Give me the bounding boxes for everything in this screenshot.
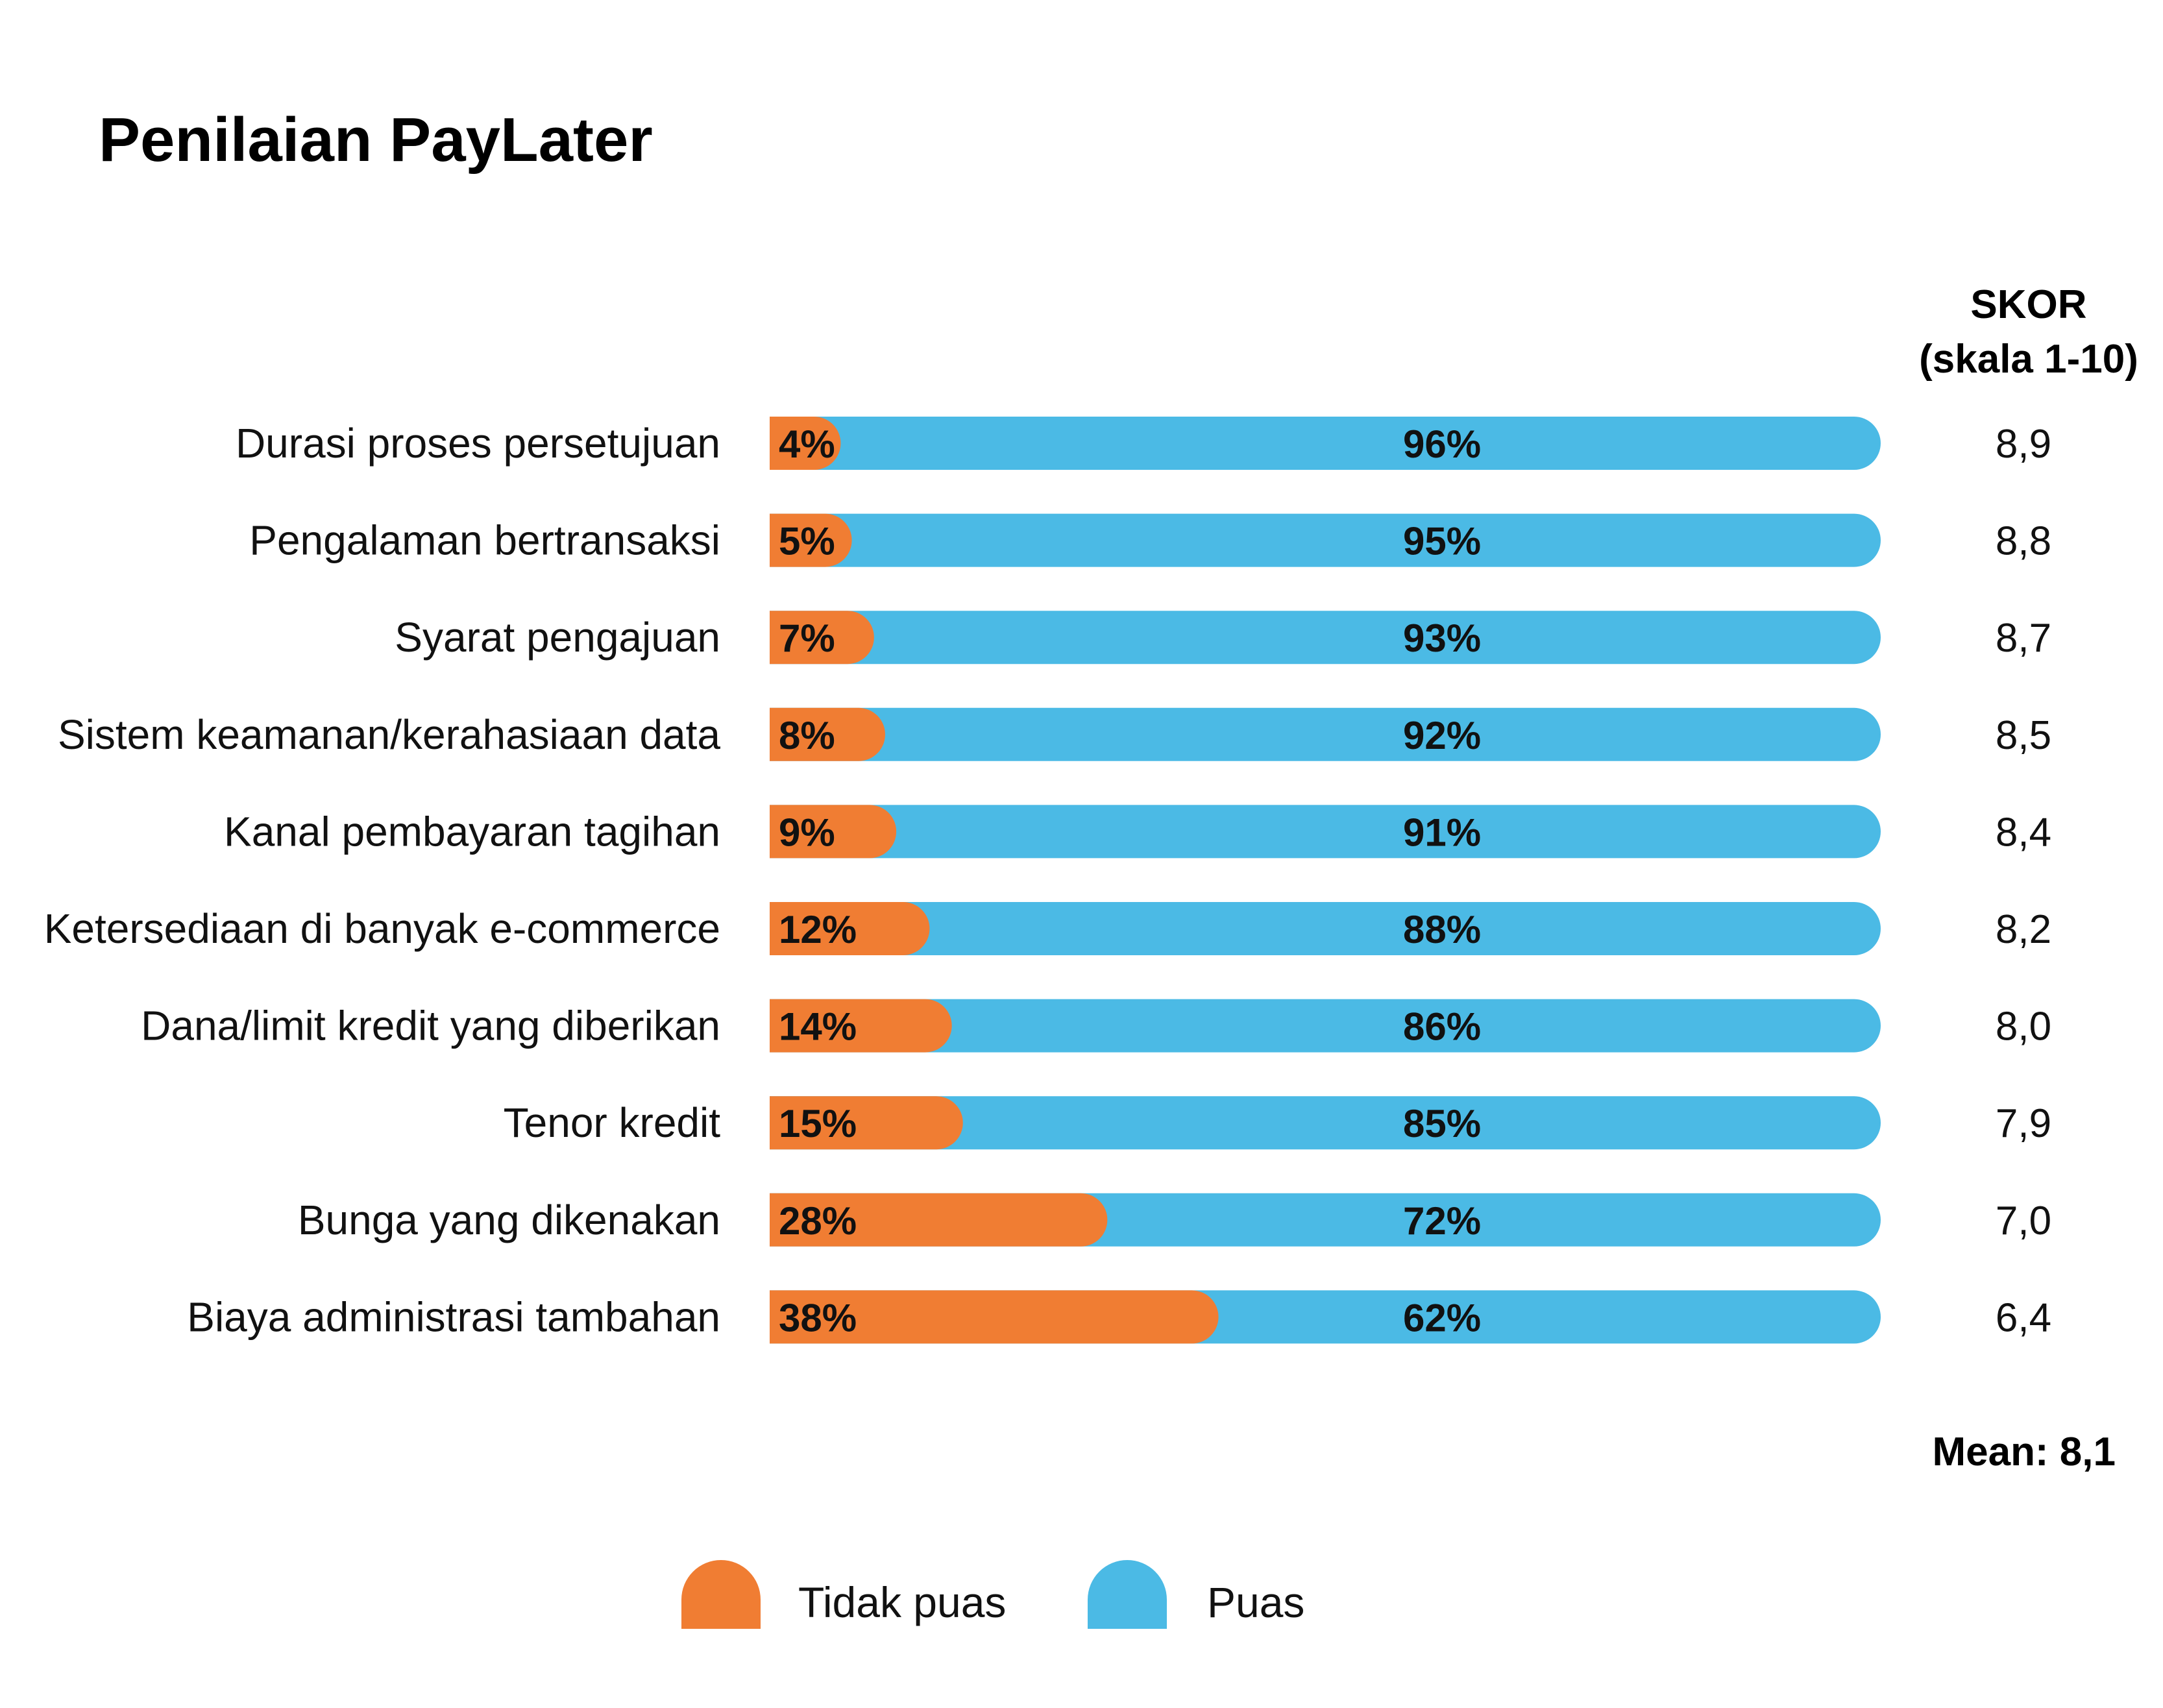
- category-label: Sistem keamanan/kerahasiaan data: [58, 711, 720, 758]
- bar-puas: [770, 1096, 1881, 1150]
- mean-label: Mean: 8,1: [1932, 1430, 2116, 1474]
- bar-rows: Durasi proses persetujuan 4% 96% 8,9 Pengala…: [44, 417, 2051, 1344]
- value-label-tidak-puas: 12%: [779, 908, 857, 951]
- legend-swatch: [1088, 1560, 1167, 1629]
- bar-row: Bunga yang dikenakan 28% 72% 7,0: [298, 1193, 2051, 1247]
- bar-row: Kanal pembayaran tagihan 9% 91% 8,4: [224, 805, 2051, 859]
- value-label-tidak-puas: 4%: [779, 422, 835, 466]
- bar-row: Tenor kredit 15% 85% 7,9: [504, 1096, 2051, 1150]
- value-label-tidak-puas: 7%: [779, 616, 835, 660]
- category-label: Bunga yang dikenakan: [298, 1197, 720, 1243]
- bar-tidak-puas: [770, 513, 852, 567]
- value-label-tidak-puas: 14%: [779, 1005, 857, 1049]
- bar-puas: [770, 902, 1881, 955]
- value-label-puas: 62%: [1403, 1296, 1481, 1339]
- bar-tidak-puas: [770, 611, 874, 665]
- value-label-puas: 95%: [1403, 520, 1481, 563]
- score-value: 7,9: [1996, 1101, 2051, 1146]
- score-value: 8,7: [1996, 616, 2051, 661]
- score-value: 8,4: [1996, 810, 2051, 855]
- chart-title: Penilaian PayLater: [99, 105, 653, 175]
- score-header-line-2: (skala 1-10): [1919, 337, 2138, 382]
- score-value: 6,4: [1996, 1295, 2051, 1340]
- value-label-tidak-puas: 28%: [779, 1199, 857, 1243]
- bar-row: Durasi proses persetujuan 4% 96% 8,9: [236, 417, 2051, 470]
- bar-tidak-puas: [770, 1290, 1219, 1344]
- category-label: Syarat pengajuan: [395, 614, 720, 661]
- score-value: 8,9: [1996, 422, 2051, 467]
- bar-tidak-puas: [770, 417, 841, 470]
- bar-row: Biaya administrasi tambahan 38% 62% 6,4: [187, 1290, 2051, 1344]
- score-value: 8,2: [1996, 907, 2051, 952]
- bar-tidak-puas: [770, 1096, 963, 1150]
- category-label: Tenor kredit: [504, 1099, 721, 1146]
- score-value: 8,8: [1996, 519, 2051, 564]
- value-label-puas: 86%: [1403, 1005, 1481, 1049]
- legend-item-puas: Puas: [1088, 1560, 1304, 1629]
- value-label-tidak-puas: 9%: [779, 811, 835, 854]
- value-label-puas: 88%: [1403, 908, 1481, 951]
- category-label: Durasi proses persetujuan: [236, 420, 720, 467]
- legend-item-tidak-puas: Tidak puas: [681, 1560, 1006, 1629]
- value-label-tidak-puas: 8%: [779, 714, 835, 757]
- legend-label: Tidak puas: [798, 1578, 1006, 1626]
- value-label-tidak-puas: 38%: [779, 1296, 857, 1339]
- bar-row: Dana/limit kredit yang diberikan 14% 86% 8,…: [141, 999, 2051, 1053]
- bar-tidak-puas: [770, 999, 952, 1053]
- legend-label: Puas: [1207, 1578, 1304, 1626]
- category-label: Pengalaman bertransaksi: [249, 517, 720, 564]
- bar-puas: [770, 611, 1881, 665]
- category-label: Biaya administrasi tambahan: [187, 1293, 720, 1340]
- score-header-line-1: SKOR: [1970, 282, 2086, 327]
- legend-swatch: [681, 1560, 761, 1629]
- value-label-puas: 85%: [1403, 1102, 1481, 1145]
- score-value: 8,0: [1996, 1005, 2051, 1049]
- bar-row: Ketersediaan di banyak e-commerce 12% 88% 8…: [44, 902, 2051, 955]
- score-value: 7,0: [1996, 1199, 2051, 1243]
- value-label-puas: 93%: [1403, 616, 1481, 660]
- score-value: 8,5: [1996, 713, 2051, 758]
- bar-row: Sistem keamanan/kerahasiaan data 8% 92% 8,5: [58, 707, 2051, 761]
- value-label-tidak-puas: 15%: [779, 1102, 857, 1145]
- bar-tidak-puas: [770, 1193, 1108, 1247]
- bar-puas: [770, 707, 1881, 761]
- value-label-puas: 72%: [1403, 1199, 1481, 1243]
- bar-puas: [770, 999, 1881, 1053]
- bar-row: Pengalaman bertransaksi 5% 95% 8,8: [249, 513, 2051, 567]
- value-label-puas: 91%: [1403, 811, 1481, 854]
- bar-tidak-puas: [770, 707, 885, 761]
- value-label-tidak-puas: 5%: [779, 520, 835, 563]
- category-label: Dana/limit kredit yang diberikan: [141, 1003, 720, 1049]
- bar-row: Syarat pengajuan 7% 93% 8,7: [395, 611, 2051, 665]
- bar-puas: [770, 417, 1881, 470]
- bar-tidak-puas: [770, 805, 897, 859]
- bar-puas: [770, 513, 1881, 567]
- value-label-puas: 92%: [1403, 714, 1481, 757]
- value-label-puas: 96%: [1403, 422, 1481, 466]
- bar-tidak-puas: [770, 902, 930, 955]
- bar-puas: [770, 805, 1881, 859]
- category-label: Kanal pembayaran tagihan: [224, 808, 720, 855]
- category-label: Ketersediaan di banyak e-commerce: [44, 905, 720, 952]
- legend: Tidak puas Puas: [681, 1560, 1304, 1629]
